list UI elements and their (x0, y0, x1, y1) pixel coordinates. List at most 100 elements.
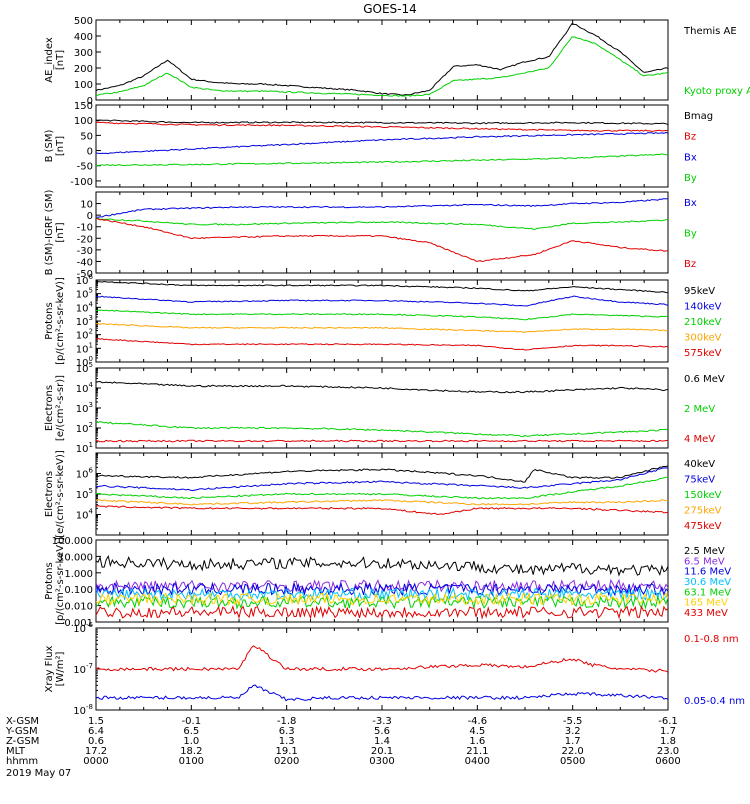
footer-value: 6.3 (279, 726, 295, 737)
panel-7: 0.001 0.010 0.100 1.000 10.000 100.000 Protons… (44, 536, 731, 629)
footer-value: 0200 (274, 756, 299, 767)
legend-label: 6.5 MeV (684, 556, 725, 567)
legend-label: 433 MeV (684, 608, 728, 619)
y-tick-label: -10 (77, 223, 93, 234)
series-line (96, 684, 668, 702)
series-line (96, 581, 668, 597)
legend-label: 11.6 MeV (684, 567, 731, 578)
footer-value: -5.5 (563, 716, 583, 727)
panel-frame (95, 539, 669, 623)
footer-date: 2019 May 07 (6, 768, 71, 779)
y-axis-label: AE_index (44, 37, 55, 83)
legend-label: 210keV (684, 317, 722, 328)
y-tick-label: 10.000 (58, 552, 93, 563)
y-tick-label: -100 (70, 177, 93, 188)
plot-title: GOES-14 (363, 2, 417, 16)
footer-value: 22.0 (562, 746, 584, 757)
footer-value: 1.4 (374, 736, 390, 747)
footer-value: 0.6 (88, 736, 104, 747)
y-tick-label: 0.001 (64, 618, 93, 629)
y-tick-label: 105 (76, 361, 93, 375)
footer-value: 1.7 (660, 726, 676, 737)
legend-label: 2.5 MeV (684, 546, 725, 557)
footer-value: -6.1 (658, 716, 678, 727)
footer-value: 1.7 (565, 736, 581, 747)
series-line (96, 439, 668, 443)
y-tick-label: 106 (76, 273, 94, 287)
y-axis-label: [nT] (55, 222, 66, 242)
legend-label: Themis AE (683, 26, 737, 37)
y-tick-label: 50 (80, 131, 93, 142)
footer-value: 23.0 (657, 746, 679, 757)
footer-value: 19.1 (276, 746, 298, 757)
footer-value: 1.8 (660, 736, 676, 747)
series-line (96, 22, 668, 96)
y-tick-label: 104 (76, 381, 94, 395)
footer-value: 1.0 (183, 736, 199, 747)
y-tick-label: 500 (74, 16, 93, 27)
legend-label: 2 MeV (684, 404, 715, 415)
footer-value: -3.3 (372, 716, 392, 727)
series-line (96, 645, 668, 673)
series-line (96, 578, 668, 594)
series-line (96, 554, 668, 577)
legend-label: 300keV (684, 333, 722, 344)
legend-label: 0.1-0.8 nm (684, 634, 739, 645)
y-axis-label: Xray Flux (44, 645, 55, 692)
y-tick-label: 104 (76, 508, 94, 522)
series-line (96, 153, 668, 167)
footer-row-label: hhmm (6, 756, 38, 767)
panel-5: 101 102 103 104 105 Electrons [e/(cm²-s-sr)] 0.… (44, 361, 725, 455)
panel-frame (95, 191, 669, 274)
series-line (96, 280, 668, 294)
legend-label: Bmag (684, 111, 713, 122)
series-line (96, 131, 668, 155)
y-axis-label: [e/(cm²-s-sr)] (55, 375, 66, 441)
footer-value: -1.8 (277, 716, 297, 727)
y-axis-label: Electrons (44, 471, 55, 517)
y-tick-label: 0 (87, 211, 93, 222)
footer-value: 0600 (655, 756, 680, 767)
legend-label: Bx (684, 198, 697, 209)
y-tick-label: 200 (74, 64, 93, 75)
y-tick-label: 0.100 (64, 585, 93, 596)
legend-label: 575keV (684, 348, 722, 359)
y-axis-label: [nT] (55, 50, 66, 70)
y-tick-label: 102 (76, 421, 93, 435)
legend-label: 150keV (684, 490, 722, 501)
legend-label: Kyoto proxy AE (684, 86, 750, 97)
series-line (96, 465, 668, 483)
legend-label: 4 MeV (684, 434, 715, 445)
footer-value: 21.1 (466, 746, 488, 757)
legend-label: 63.1 MeV (684, 587, 731, 598)
legend-label: 165 MeV (684, 598, 728, 609)
y-tick-label: 103 (76, 314, 93, 328)
panel-1: 0 100 200 300 400 500 AE_index [nT] Themis AE Kyo… (44, 16, 750, 107)
y-tick-label: 105 (76, 287, 93, 301)
legend-label: 275keV (684, 506, 722, 517)
footer-value: 18.2 (180, 746, 202, 757)
y-axis-label: [e/(cm²-s-sr-keV)] (55, 450, 66, 538)
y-tick-label: 101 (76, 341, 93, 355)
footer-value: 0300 (369, 756, 394, 767)
y-tick-label: 10-7 (73, 662, 93, 676)
panel-frame (95, 279, 669, 363)
series-line (96, 591, 668, 607)
legend-label: 140keV (684, 302, 722, 313)
legend-label: 75keV (684, 475, 715, 486)
series-line (96, 217, 668, 230)
y-axis-label: B (SM) (44, 129, 55, 162)
series-line (96, 119, 668, 125)
footer-value: 0000 (83, 756, 108, 767)
series-line (96, 295, 668, 307)
legend-label: 40keV (684, 459, 715, 470)
y-tick-label: 103 (76, 401, 93, 415)
footer-value: 20.1 (371, 746, 393, 757)
footer-value: 5.6 (374, 726, 390, 737)
footer-value: 0500 (560, 756, 585, 767)
series-line (96, 198, 668, 218)
series-line (96, 121, 668, 132)
